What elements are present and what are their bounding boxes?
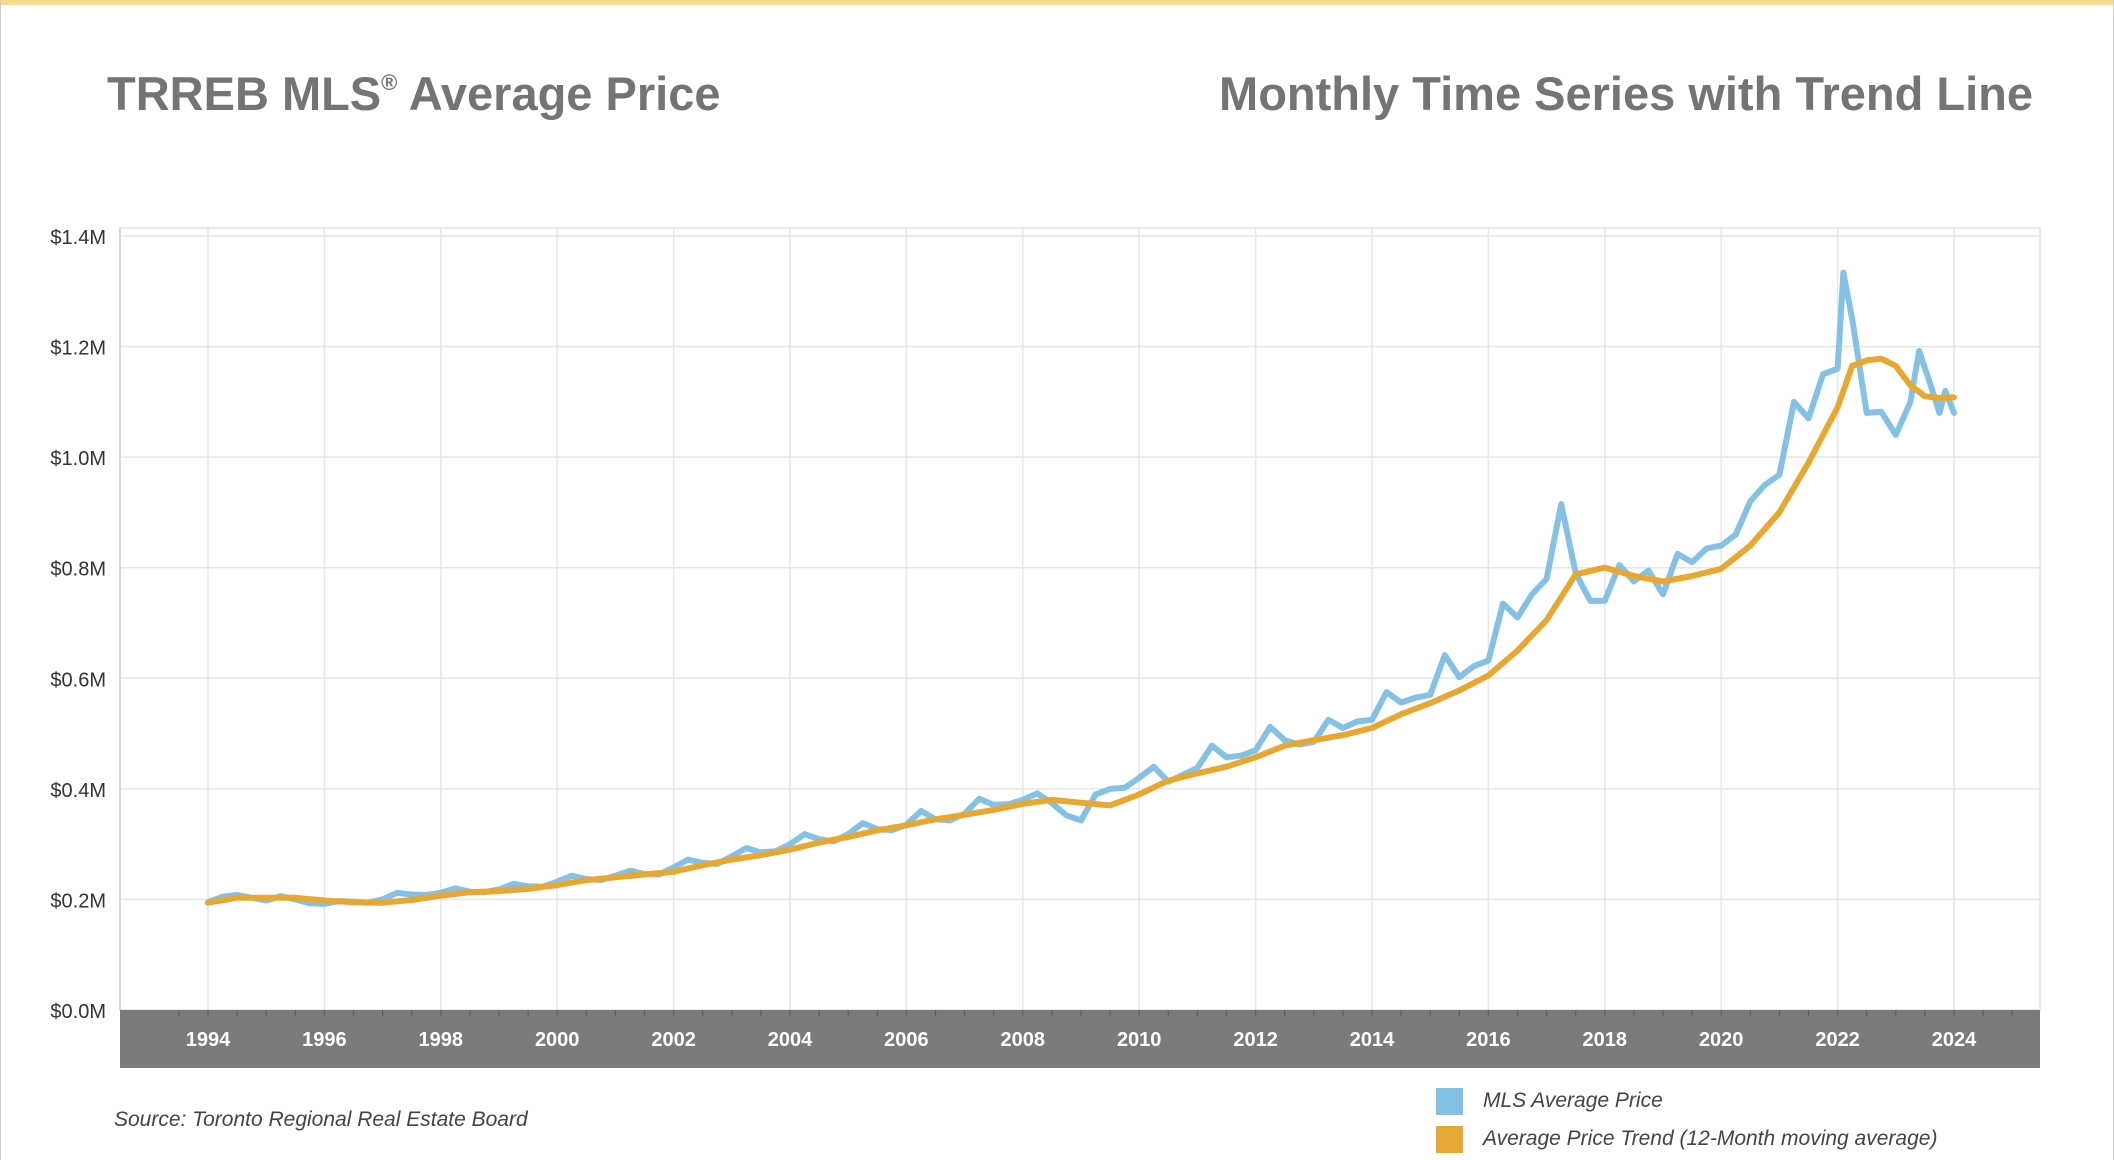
x-tick-label: 2016 xyxy=(1466,1029,1511,1051)
x-tick-label: 2020 xyxy=(1699,1029,1744,1051)
x-tick-label: 2010 xyxy=(1117,1029,1162,1051)
y-tick-label: $0.4M xyxy=(50,780,106,802)
y-tick-label: $0.6M xyxy=(50,669,106,691)
y-tick-label: $0.0M xyxy=(50,1001,106,1023)
chart-title-rest: Average Price xyxy=(397,67,721,120)
y-tick-label: $1.0M xyxy=(50,448,106,470)
x-tick-label: 2014 xyxy=(1350,1029,1395,1051)
line-chart: $0.0M $0.2M $0.4M $0.6M $0.8M $1.0M $1.2M $1.4M… xyxy=(50,227,2041,1068)
legend-item-price: MLS Average Price xyxy=(1436,1086,1663,1116)
x-tick-label: 2018 xyxy=(1583,1029,1628,1051)
x-tick-label: 2008 xyxy=(1001,1029,1046,1051)
chart-title: TRREB MLS® Average Price xyxy=(107,66,720,121)
series-line-trend xyxy=(205,355,1957,906)
chart-subtitle: Monthly Time Series with Trend Line xyxy=(1219,67,2033,120)
x-tick-label: 2024 xyxy=(1932,1029,1977,1051)
chart-title-main: TRREB MLS xyxy=(107,67,382,120)
source-note: Source: Toronto Regional Real Estate Boa… xyxy=(114,1108,528,1131)
registered-mark: ® xyxy=(381,70,398,95)
legend-item-trend: Average Price Trend (12-Month moving ave… xyxy=(1436,1124,1937,1154)
y-tick-label: $0.2M xyxy=(50,890,106,912)
x-tick-label: 2012 xyxy=(1233,1029,1278,1051)
legend-swatch-trend xyxy=(1436,1125,1463,1153)
x-tick-label: 1994 xyxy=(186,1029,231,1051)
x-axis-band xyxy=(120,1010,2040,1068)
x-tick-label: 1998 xyxy=(419,1029,464,1051)
y-tick-label: $0.8M xyxy=(50,559,106,581)
legend-label-trend: Average Price Trend (12-Month moving ave… xyxy=(1483,1127,1938,1150)
y-tick-label: $1.2M xyxy=(50,338,106,360)
x-tick-label: 2002 xyxy=(651,1029,696,1051)
y-tick-label: $1.4M xyxy=(50,227,106,249)
x-tick-label: 2022 xyxy=(1815,1029,1860,1051)
x-tick-label: 2004 xyxy=(768,1029,813,1051)
legend-label-price: MLS Average Price xyxy=(1483,1089,1663,1112)
x-tick-label: 2006 xyxy=(884,1029,929,1051)
top-accent-border xyxy=(0,0,2114,5)
x-tick-label: 1996 xyxy=(302,1029,347,1051)
legend-swatch-price xyxy=(1436,1087,1463,1115)
series-line-price xyxy=(205,269,1957,907)
plot-area xyxy=(119,227,2041,1011)
frame-left-border xyxy=(0,0,1,1160)
x-tick-label: 2000 xyxy=(535,1029,580,1051)
